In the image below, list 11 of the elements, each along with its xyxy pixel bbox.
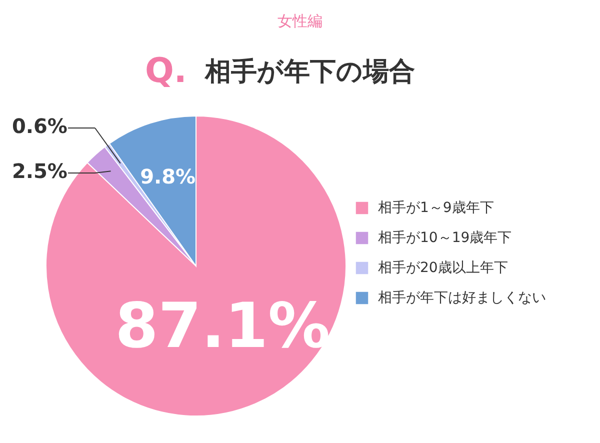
text: Q. xyxy=(145,51,187,91)
chart-subtitle: 女性編 xyxy=(278,12,322,30)
chart-title: 相手が年下の場合 xyxy=(204,57,415,87)
data-label: 0.6% xyxy=(12,114,68,138)
legend-label: 相手が10～19歳年下 xyxy=(378,230,512,246)
data-label: 87.1% xyxy=(115,289,330,362)
legend-label: 相手が年下は好ましくない xyxy=(378,290,546,306)
legend-label: 相手が1～9歳年下 xyxy=(378,200,494,216)
data-label: 9.8% xyxy=(140,164,196,188)
legend-label: 相手が20歳以上年下 xyxy=(378,260,508,276)
data-label: 2.5% xyxy=(12,159,68,183)
